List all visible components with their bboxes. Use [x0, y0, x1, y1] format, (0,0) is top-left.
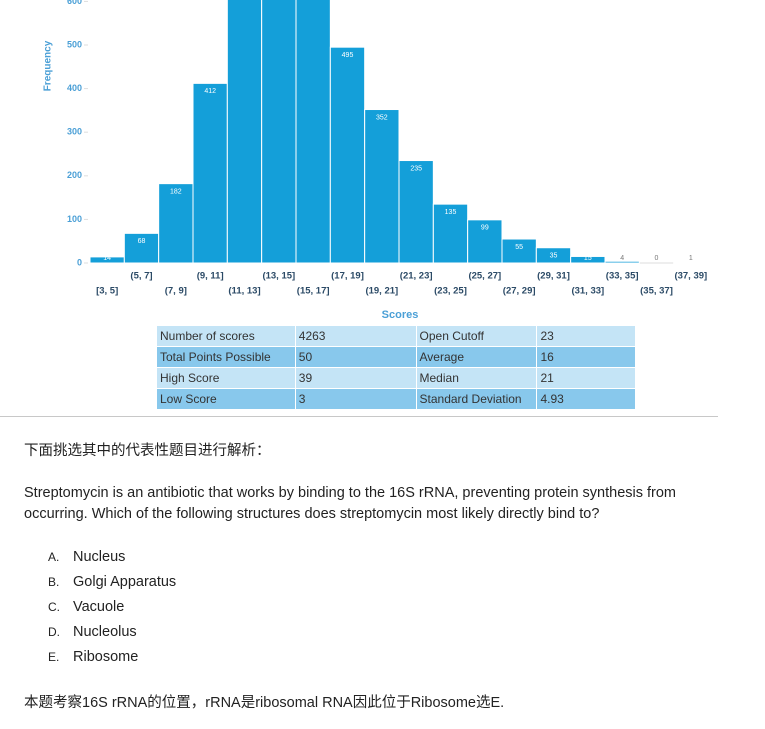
table-cell: Total Points Possible	[156, 346, 296, 368]
value-label: 352	[376, 114, 388, 121]
bar	[604, 260, 640, 264]
y-tick-label: 300	[67, 127, 82, 137]
table-cell: 23	[536, 325, 636, 347]
option: E. Ribosome	[48, 649, 138, 665]
option: A. Nucleus	[48, 549, 125, 565]
bar	[226, 0, 263, 264]
x-tick-label: (7, 9]	[165, 286, 187, 297]
x-tick-label: (15, 17]	[297, 286, 330, 297]
value-label: 15	[584, 255, 592, 262]
option: D. Nucleolus	[48, 624, 137, 640]
table-cell: 3	[294, 388, 417, 410]
option-text: Golgi Apparatus	[73, 574, 177, 590]
value-label: 0	[655, 255, 659, 262]
question: Streptomycin is an antibiotic that works…	[24, 485, 677, 522]
y-tick-label: 100	[67, 214, 82, 224]
value-label: 55	[515, 244, 523, 251]
table-cell: 21	[536, 367, 636, 389]
option-text: Nucleolus	[73, 624, 137, 640]
option-letter: C.	[48, 600, 60, 614]
table-cell: 50	[294, 346, 417, 368]
bar	[398, 160, 434, 264]
table-row: Low Score 3 Standard Deviation 4.93	[156, 388, 636, 410]
bar	[535, 247, 572, 264]
option-letter: D.	[48, 625, 60, 639]
value-label: 68	[138, 238, 146, 245]
table-cell: Standard Deviation	[415, 388, 538, 410]
y-axis-label: Frequency	[43, 40, 54, 91]
stats-table: Number of scores 4263 Open Cutoff 23 Total P…	[156, 325, 636, 410]
table-cell: 39	[294, 367, 417, 389]
x-axis-label: Scores	[382, 309, 419, 321]
bar	[261, 0, 297, 264]
x-tick-label: (27, 29]	[503, 286, 536, 297]
table-cell: Average	[415, 346, 538, 368]
intro: 下面挑选其中的代表性题目进行解析：	[24, 443, 271, 459]
x-tick-label: (11, 13]	[228, 286, 260, 297]
table-cell: 16	[536, 346, 636, 368]
bar	[570, 255, 606, 264]
y-tick-label: 600	[67, 0, 82, 6]
option-text: Vacuole	[73, 599, 125, 615]
value-label: 412	[204, 88, 216, 95]
x-tick-label: (9, 11]	[197, 271, 224, 282]
value-label: 14	[103, 255, 111, 262]
y-tick-label: 500	[67, 39, 82, 49]
histogram: Frequency Scores 010020030040050060014[3…	[43, 0, 709, 321]
bar	[123, 232, 160, 264]
x-tick-label: (25, 27]	[468, 271, 501, 282]
option-letter: B.	[48, 575, 60, 589]
option-text: Ribosome	[73, 649, 139, 665]
x-tick-label: (13, 15]	[262, 271, 295, 282]
x-tick-label: (17, 19]	[331, 271, 364, 282]
table-cell: Open Cutoff	[415, 325, 538, 347]
table-cell: 4.93	[536, 388, 636, 410]
x-tick-label: (35, 37]	[640, 286, 673, 297]
value-label: 495	[342, 52, 354, 59]
bar	[192, 82, 228, 264]
bar	[295, 0, 331, 264]
table-cell: Low Score	[156, 388, 296, 410]
x-tick-label: (29, 31]	[537, 271, 570, 282]
table-cell: High Score	[156, 367, 296, 389]
y-tick-label: 400	[67, 83, 82, 93]
table-cell: Median	[415, 367, 538, 389]
bar	[329, 46, 366, 264]
y-tick-label: 0	[77, 257, 82, 267]
option-letter: A.	[48, 550, 60, 564]
value-label: 35	[550, 253, 558, 260]
table-cell: Number of scores	[156, 325, 296, 347]
bar	[364, 109, 400, 264]
table-row: Number of scores 4263 Open Cutoff 23	[156, 325, 636, 347]
answer: 本题考察16S rRNA的位置，rRNA是ribosomal RNA因此位于Ri…	[24, 695, 505, 711]
x-tick-label: (37, 39]	[674, 271, 707, 282]
bar	[501, 238, 537, 264]
x-tick-label: [3, 5]	[96, 286, 118, 297]
option-letter: E.	[48, 650, 60, 664]
bar	[158, 183, 194, 264]
option-text: Nucleus	[73, 549, 126, 565]
x-tick-label: (33, 35]	[606, 271, 639, 282]
table-row: Total Points Possible 50 Average 16	[156, 346, 636, 368]
value-label: 99	[481, 225, 489, 232]
divider	[0, 416, 718, 417]
option: B. Golgi Apparatus	[48, 574, 176, 590]
option: C. Vacuole	[48, 599, 124, 615]
x-tick-label: (31, 33]	[571, 286, 604, 297]
y-tick-label: 200	[67, 170, 82, 180]
x-tick-label: (19, 21]	[365, 286, 398, 297]
value-label: 1	[689, 255, 693, 262]
x-tick-label: (23, 25]	[434, 286, 467, 297]
value-label: 235	[410, 165, 422, 172]
x-tick-label: (5, 7]	[130, 271, 152, 282]
table-row: High Score 39 Median 21	[156, 367, 636, 389]
x-tick-label: (21, 23]	[400, 271, 433, 282]
table-cell: 4263	[294, 325, 417, 347]
value-label: 4	[620, 255, 624, 262]
value-label: 182	[170, 188, 182, 195]
value-label: 135	[445, 209, 457, 216]
